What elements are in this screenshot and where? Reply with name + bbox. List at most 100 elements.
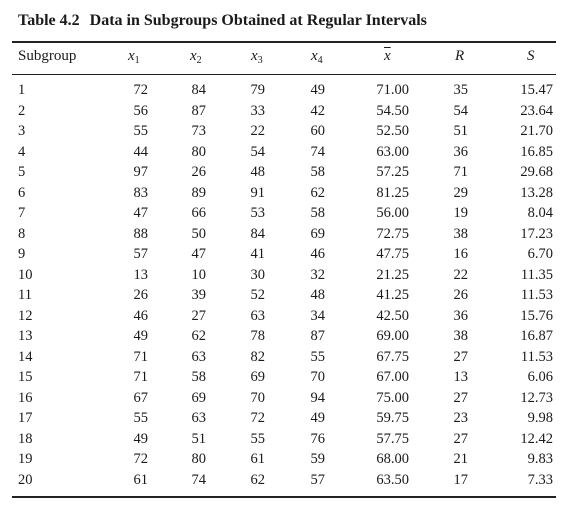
cell-s: 6.06 bbox=[527, 369, 553, 385]
cell-r: 36 bbox=[453, 143, 469, 160]
cell-x4: 49 bbox=[310, 410, 326, 426]
cell-x1: 26 bbox=[133, 287, 149, 303]
cell-x3: 70 bbox=[250, 389, 266, 406]
cell-r: 51 bbox=[453, 123, 469, 139]
cell-s: 11.53 bbox=[520, 348, 553, 365]
cell-x4: 70 bbox=[310, 369, 326, 385]
cell-x4: 58 bbox=[310, 205, 326, 221]
table-caption: Table 4.2 Data in Subgroups Obtained at R… bbox=[18, 12, 427, 30]
table-row: 5 97 26 48 58 57.25 71 29.68 bbox=[0, 164, 566, 184]
cell-x4: 74 bbox=[310, 143, 326, 160]
cell-x3: 82 bbox=[250, 348, 266, 365]
cell-x1: 67 bbox=[133, 389, 149, 406]
cell-xbar: 71.00 bbox=[376, 82, 409, 98]
cell-subgroup: 20 bbox=[18, 471, 33, 488]
cell-x2: 62 bbox=[191, 328, 207, 344]
table-row: 12 46 27 63 34 42.50 36 15.76 bbox=[0, 308, 566, 328]
cell-x3: 72 bbox=[250, 410, 266, 426]
cell-x2: 10 bbox=[191, 266, 207, 283]
cell-subgroup: 7 bbox=[18, 205, 26, 221]
cell-xbar: 56.00 bbox=[376, 205, 409, 221]
cell-r: 71 bbox=[453, 164, 469, 180]
cell-xbar: 21.25 bbox=[376, 266, 409, 283]
cell-subgroup: 9 bbox=[18, 246, 26, 262]
cell-subgroup: 10 bbox=[18, 266, 33, 283]
cell-r: 38 bbox=[453, 328, 469, 344]
cell-xbar: 52.50 bbox=[376, 123, 409, 139]
table-row: 2 56 87 33 42 54.50 54 23.64 bbox=[0, 103, 566, 123]
cell-x2: 63 bbox=[191, 410, 207, 426]
header-r: R bbox=[455, 48, 465, 64]
header-subgroup: Subgroup bbox=[18, 48, 77, 64]
table-row: 17 55 63 72 49 59.75 23 9.98 bbox=[0, 410, 566, 430]
cell-x2: 66 bbox=[191, 205, 207, 221]
cell-subgroup: 17 bbox=[18, 410, 33, 426]
table-row: 11 26 39 52 48 41.25 26 11.53 bbox=[0, 287, 566, 307]
cell-r: 22 bbox=[453, 266, 469, 283]
header-x3: x3 bbox=[251, 48, 263, 66]
cell-subgroup: 5 bbox=[18, 164, 26, 180]
table-row: 20 61 74 62 57 63.50 17 7.33 bbox=[0, 472, 566, 492]
cell-x3: 84 bbox=[250, 225, 266, 242]
top-rule bbox=[12, 41, 556, 43]
cell-r: 27 bbox=[453, 430, 469, 447]
cell-s: 21.70 bbox=[520, 123, 553, 139]
table-row: 16 67 69 70 94 75.00 27 12.73 bbox=[0, 390, 566, 410]
header-s: S bbox=[527, 48, 535, 64]
cell-x2: 80 bbox=[191, 143, 207, 160]
cell-x4: 62 bbox=[310, 184, 326, 201]
cell-xbar: 63.00 bbox=[376, 143, 409, 160]
cell-x3: 91 bbox=[250, 184, 266, 201]
cell-s: 6.70 bbox=[527, 246, 553, 262]
cell-s: 17.23 bbox=[520, 225, 553, 242]
table-row: 14 71 63 82 55 67.75 27 11.53 bbox=[0, 349, 566, 369]
cell-r: 13 bbox=[453, 369, 469, 385]
cell-r: 23 bbox=[453, 410, 469, 426]
cell-x1: 49 bbox=[133, 430, 149, 447]
cell-xbar: 41.25 bbox=[376, 287, 409, 303]
cell-s: 16.85 bbox=[520, 143, 553, 160]
cell-subgroup: 13 bbox=[18, 328, 33, 344]
cell-subgroup: 16 bbox=[18, 389, 33, 406]
cell-subgroup: 14 bbox=[18, 348, 33, 365]
cell-s: 29.68 bbox=[520, 164, 553, 180]
cell-xbar: 67.75 bbox=[376, 348, 409, 365]
cell-s: 9.83 bbox=[527, 451, 553, 467]
cell-s: 11.53 bbox=[520, 287, 553, 303]
cell-x1: 55 bbox=[133, 410, 149, 426]
cell-x4: 69 bbox=[310, 225, 326, 242]
cell-xbar: 72.75 bbox=[376, 225, 409, 242]
cell-x3: 61 bbox=[250, 451, 266, 467]
header-x1: x1 bbox=[128, 48, 140, 66]
cell-x2: 26 bbox=[191, 164, 207, 180]
cell-x4: 59 bbox=[310, 451, 326, 467]
cell-x1: 57 bbox=[133, 246, 149, 262]
cell-r: 26 bbox=[453, 287, 469, 303]
cell-x2: 58 bbox=[191, 369, 207, 385]
cell-x4: 42 bbox=[310, 102, 326, 119]
cell-r: 38 bbox=[453, 225, 469, 242]
cell-x1: 49 bbox=[133, 328, 149, 344]
cell-x4: 87 bbox=[310, 328, 326, 344]
header-xbar: x bbox=[384, 48, 391, 64]
cell-r: 35 bbox=[453, 82, 469, 98]
table-row: 15 71 58 69 70 67.00 13 6.06 bbox=[0, 369, 566, 389]
cell-s: 15.76 bbox=[520, 307, 553, 324]
cell-x1: 13 bbox=[133, 266, 149, 283]
cell-xbar: 81.25 bbox=[376, 184, 409, 201]
cell-subgroup: 19 bbox=[18, 451, 33, 467]
cell-x1: 61 bbox=[133, 471, 149, 488]
cell-x3: 63 bbox=[250, 307, 266, 324]
cell-subgroup: 15 bbox=[18, 369, 33, 385]
cell-subgroup: 2 bbox=[18, 102, 26, 119]
cell-r: 27 bbox=[453, 348, 469, 365]
cell-x3: 69 bbox=[250, 369, 266, 385]
cell-x2: 74 bbox=[191, 471, 207, 488]
table-row: 13 49 62 78 87 69.00 38 16.87 bbox=[0, 328, 566, 348]
header-rule bbox=[12, 74, 556, 75]
cell-x4: 60 bbox=[310, 123, 326, 139]
cell-r: 19 bbox=[453, 205, 469, 221]
cell-x4: 49 bbox=[310, 82, 326, 98]
cell-r: 36 bbox=[453, 307, 469, 324]
cell-x1: 72 bbox=[133, 451, 149, 467]
